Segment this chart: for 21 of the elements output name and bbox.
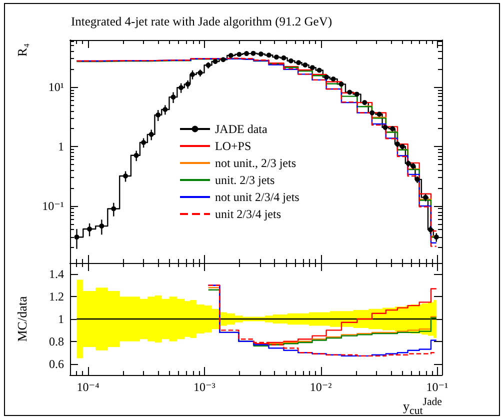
legend-label: JADE data bbox=[215, 122, 268, 136]
y-tick-label: 1.4 bbox=[49, 267, 64, 282]
y-tick-label: 10⁻¹ bbox=[42, 199, 64, 214]
y-tick-label: 0.6 bbox=[49, 356, 64, 371]
legend-label: unit 2/3/4 jets bbox=[215, 207, 282, 221]
y-axis-title: R₄ bbox=[14, 43, 30, 57]
x-tick-label: 10⁻³ bbox=[193, 380, 216, 394]
x-tick-label: 10⁻² bbox=[310, 380, 332, 394]
legend-label: not unit., 2/3 jets bbox=[215, 156, 296, 170]
y-axis-title: MC/data bbox=[14, 296, 30, 342]
chart-title: Integrated 4-jet rate with Jade algorithm (91.2 GeV) bbox=[71, 14, 332, 28]
x-tick-label: 10⁻¹ bbox=[426, 380, 449, 394]
legend-label: not unit 2/3/4 jets bbox=[215, 190, 300, 204]
y-tick-label: 1.2 bbox=[49, 290, 64, 304]
legend-label: unit. 2/3 jets bbox=[215, 173, 275, 187]
y-tick-label: 1 bbox=[58, 312, 64, 326]
y-tick-label: 10¹ bbox=[48, 80, 64, 94]
legend-label: LO+PS bbox=[215, 139, 252, 153]
y-tick-label: 1 bbox=[58, 140, 64, 154]
x-tick-label: 10⁻⁴ bbox=[76, 380, 100, 394]
y-tick-label: 0.8 bbox=[49, 334, 64, 348]
